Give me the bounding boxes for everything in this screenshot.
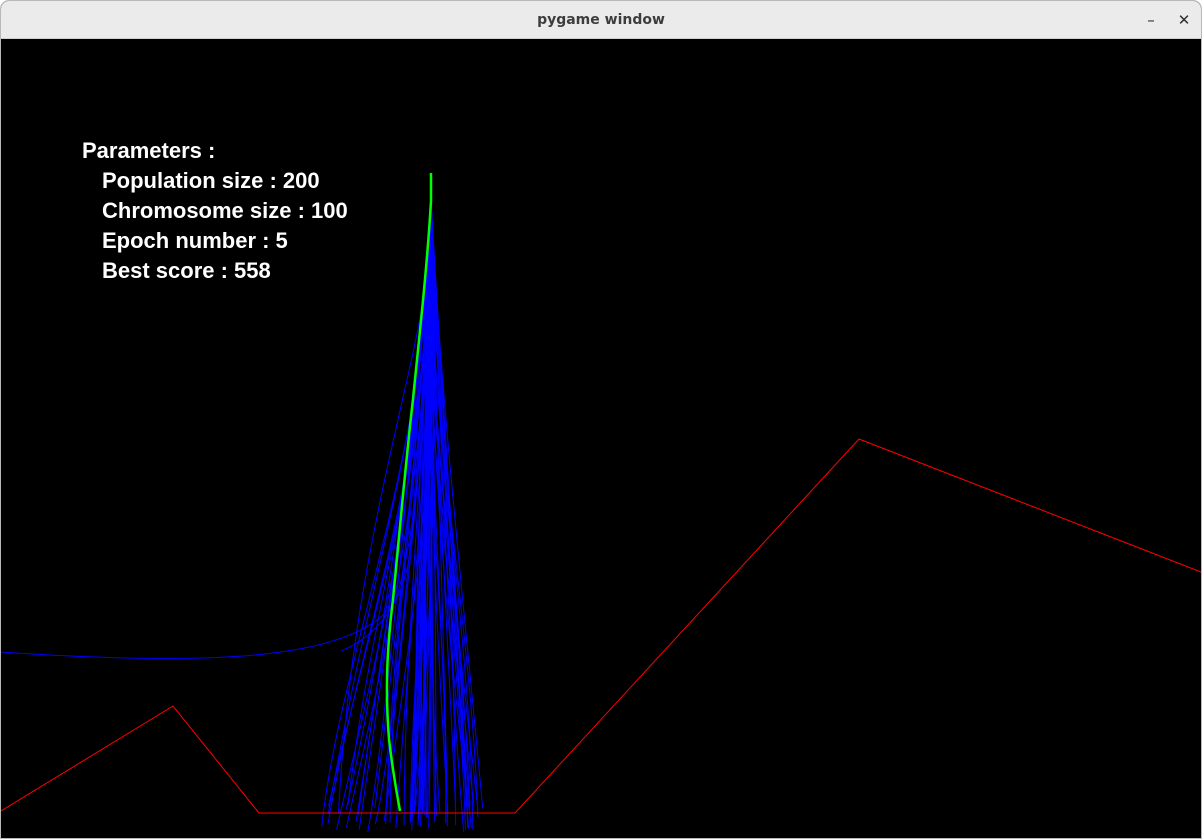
population-path <box>410 200 432 811</box>
parameters-panel: Parameters : Population size : 200 Chrom… <box>82 136 348 286</box>
population-size-text: Population size : 200 <box>102 168 320 193</box>
population-path <box>358 200 432 830</box>
chromosome-size-text: Chromosome size : 100 <box>102 198 348 223</box>
game-canvas[interactable]: Parameters : Population size : 200 Chrom… <box>1 39 1201 838</box>
minimize-button[interactable]: – <box>1147 11 1155 29</box>
population-path <box>430 200 457 810</box>
population-paths <box>1 200 484 832</box>
window-title: pygame window <box>537 12 665 28</box>
best-path <box>385 173 433 812</box>
terrain-outline <box>1 438 1201 814</box>
population-path <box>430 200 457 826</box>
simulation-drawing <box>1 173 1201 832</box>
population-path <box>340 200 432 652</box>
best-score-text: Best score : 558 <box>102 258 271 283</box>
epoch-number-text: Epoch number : 5 <box>102 228 288 253</box>
close-button[interactable]: ✕ <box>1177 11 1191 29</box>
population-path <box>430 200 469 828</box>
population-path <box>412 200 433 807</box>
title-bar[interactable]: pygame window – ✕ <box>1 1 1201 39</box>
population-path <box>430 200 465 832</box>
population-path <box>424 200 432 816</box>
parameters-heading: Parameters : <box>82 138 216 163</box>
